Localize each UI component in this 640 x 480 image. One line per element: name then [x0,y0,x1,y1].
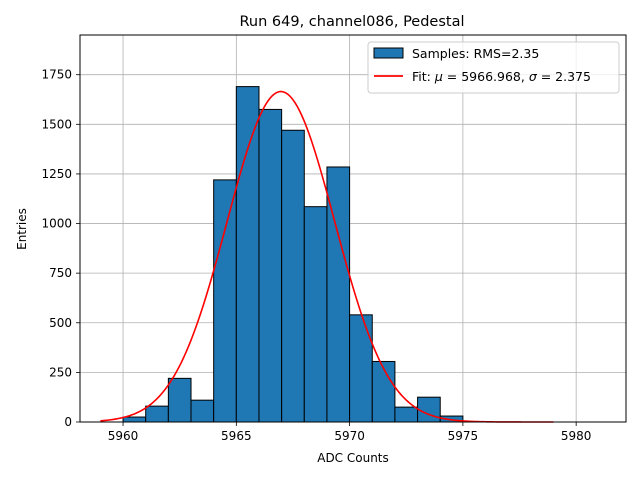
histogram-bar [303,206,328,423]
histogram-bar [122,416,147,423]
legend-hist-swatch [373,47,404,59]
y-tick-label: 1000 [41,217,72,231]
y-tick-label: 1500 [41,117,72,131]
legend-fit-prefix: Fit: [412,69,435,84]
y-axis-ticks: 0 250 500 750 1000 1250 1500 1750 [41,68,80,429]
x-tick-label: 5960 [108,429,139,443]
y-tick-label: 250 [49,365,72,379]
x-axis-ticks: 5960 5965 5970 5975 5980 [108,422,592,443]
histogram-bar [371,360,396,423]
histogram-bar [167,377,192,423]
legend-sigma-symbol: σ [529,69,538,84]
y-tick-label: 1250 [41,167,72,181]
legend-box [367,41,620,94]
histogram-bar [145,405,169,423]
x-tick-label: 5975 [448,429,479,443]
y-tick-label: 1750 [41,68,72,82]
x-tick-label: 5970 [334,429,365,443]
histogram-bar [190,399,215,423]
plot-frame [79,34,627,423]
y-tick-label: 0 [64,415,72,429]
chart-title: Run 649, channel086, Pedestal [239,14,464,30]
legend-sigma-value: = 2.375 [537,69,591,84]
legend-mu-symbol: μ [434,69,443,84]
x-axis-label: ADC Counts [317,451,389,465]
y-tick-label: 750 [49,266,72,280]
histogram-bar [235,86,260,423]
legend-fit-label: Fit: μ = 5966.968, σ = 2.375 [412,69,591,84]
y-tick-label: 500 [49,316,72,330]
histogram-bar [417,396,441,423]
y-axis-label: Entries [15,208,29,250]
legend: Samples: RMS=2.35 Fit: μ = 5966.968, σ =… [367,41,620,94]
histogram-bar [394,406,419,423]
histogram-bar [213,179,237,423]
legend-mu-value: = 5966.968, [443,69,529,84]
histogram-bar [349,314,373,423]
legend-hist-label: Samples: RMS=2.35 [412,46,539,61]
histogram-bar [281,129,305,423]
x-tick-label: 5980 [561,429,592,443]
x-tick-label: 5965 [221,429,252,443]
histogram-bar [258,108,283,423]
